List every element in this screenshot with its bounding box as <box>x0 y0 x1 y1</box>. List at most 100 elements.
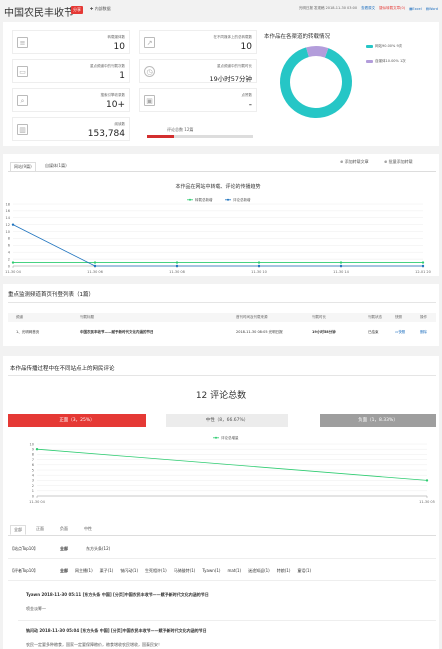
author-filter-item[interactable]: 网主播(1) <box>75 568 93 573</box>
legend-marker <box>215 436 217 439</box>
header-duration: 刊载时长 <box>312 315 326 319</box>
y-tick-label: 8 <box>8 237 10 241</box>
legend-website: 网站90.00% 9次 <box>366 44 402 49</box>
x-tick-label: 11-30 06 <box>87 270 103 274</box>
legend-marker <box>227 198 229 201</box>
thumb-up-icon: ▣ <box>144 95 155 106</box>
data-point <box>257 264 261 268</box>
header-status: 刊载状态 <box>368 315 382 319</box>
share-tag[interactable]: 分享 <box>71 6 83 14</box>
y-tick-label: 2 <box>8 257 10 261</box>
header-action: 操作 <box>420 315 427 319</box>
comments-panel <box>3 356 439 649</box>
header-snapshot: 快照 <box>395 315 402 319</box>
review-progress-track <box>147 135 253 138</box>
header-meta: 光明日报 发现稿 2018-11-30 03:00 查看原文 疑似转载文章(0)… <box>299 6 438 11</box>
y-tick-label: 4 <box>8 251 11 255</box>
donut-slice-1 <box>306 46 329 58</box>
x-tick-label: 11-30 04 <box>5 270 22 274</box>
author-filter-item[interactable]: 钠闪动(1) <box>120 568 139 573</box>
y-tick-label: 3 <box>32 479 34 483</box>
trend-chart: 0 2 4 6 8 10 12 14 16 18 11-30 04 11-30 06 11-30 08 1… <box>5 183 431 274</box>
data-point <box>175 261 179 264</box>
author-filter-item[interactable]: 马骑骏特(1) <box>173 568 196 573</box>
header-channel: 频道 <box>16 315 23 319</box>
data-point <box>11 223 15 226</box>
comment-tab-underline <box>8 535 436 536</box>
export-word-button[interactable]: ▤Word <box>425 6 438 11</box>
row-status: 已结束 <box>368 330 379 334</box>
author-top10-label: 【评者Top10】 <box>10 568 38 573</box>
site-filter-all[interactable]: 全部 <box>60 546 68 551</box>
x-tick-label: 11-30 10 <box>251 270 267 274</box>
author-filter-item[interactable]: Tyawn(1) <box>202 568 221 573</box>
data-point <box>11 261 15 264</box>
delete-link[interactable]: 删除 <box>420 330 427 334</box>
share-icon: ↗ <box>144 37 155 48</box>
negative-filter[interactable]: 负面（1，8.33%） <box>320 414 436 427</box>
channel-donut-title: 本作品在各渠道的转载情况 <box>264 34 331 40</box>
tab-neutral[interactable]: 中性 <box>84 526 92 531</box>
site-top10-label: 【站点Top10】 <box>10 546 38 551</box>
report-forward-link[interactable]: 疑似转载文章(0) <box>379 6 406 10</box>
y-tick-label: 9 <box>32 448 34 452</box>
comment-entry-head: 钠闪动 2018-11-30 05:04 [东方头条 中国] [分页]中国农民丰… <box>26 628 207 633</box>
site-filter-item[interactable]: 东方头条(12) <box>86 546 111 551</box>
add-forward-button[interactable]: ⊕ 添加转载文章 <box>340 159 369 164</box>
image-icon: ▭ <box>395 330 399 334</box>
self-media-swatch <box>366 60 373 63</box>
stat-card-likes: ▣ 点赞数 - <box>139 88 257 112</box>
author-filter-item[interactable]: 迷途知返(1) <box>248 568 270 573</box>
data-point <box>425 479 429 482</box>
y-tick-label: 8 <box>32 453 34 457</box>
x-tick-label: 11-30 14 <box>333 270 350 274</box>
row-time-source: 2018-11-30 08:05 光明日报 <box>236 330 283 334</box>
tab-all[interactable]: 全部 <box>10 525 26 535</box>
data-point <box>257 261 261 264</box>
positive-filter[interactable]: 正面（3，25%） <box>8 414 146 427</box>
row-channel: 1、光明网首页 <box>16 330 40 334</box>
tab-self-media[interactable]: 自媒体(1篇) <box>45 163 67 168</box>
y-tick-label: 0 <box>32 494 34 498</box>
legend-label: 评论总增量 <box>221 435 239 440</box>
y-tick-label: 18 <box>6 202 10 206</box>
header-time-source: 首刊时间及刊载来源 <box>236 315 268 319</box>
neutral-filter[interactable]: 中性（8，66.67%） <box>166 414 288 427</box>
x-tick-label: 11-30 04 <box>29 500 46 504</box>
comment-entry-body: 农民一定要多种粮食，国家一定要保障粮价，粮食增收农民增收，国泰民安！ <box>26 642 162 647</box>
comment-entry-body: 喷金淡筹一 <box>26 606 46 611</box>
export-excel-button[interactable]: ▦Excel <box>409 6 422 11</box>
author-filter-item[interactable]: 童话(1) <box>297 568 312 573</box>
interior-data-link[interactable]: ✚ 内部数据 <box>90 6 111 12</box>
snapshot-link[interactable]: ▭快照 <box>395 330 406 334</box>
stat-card-forward-media: ≡ 转载媒体数 10 <box>12 30 130 54</box>
monitor-divider <box>8 302 436 303</box>
stat-card-search-index: ⌕ 搜索引擎收录数 10+ <box>12 88 130 112</box>
author-filter-all[interactable]: 全部 <box>60 568 68 573</box>
author-filter-item[interactable]: 生死相许(1) <box>145 568 167 573</box>
y-tick-label: 10 <box>6 230 10 234</box>
y-tick-label: 4 <box>32 474 35 478</box>
row-title-link[interactable]: 中国农民丰收节——赋予新时代文化内涵的节日 <box>80 330 154 334</box>
stat-card-key-channel-duration: ◷ 重点频道中的刊载时长 19小时57分钟 <box>139 59 257 83</box>
y-tick-label: 2 <box>32 484 34 488</box>
data-point <box>93 261 97 264</box>
y-tick-label: 6 <box>8 244 10 248</box>
plus-circle-icon: ⊕ <box>340 159 344 164</box>
legend-label: 评论总新增 <box>233 197 251 202</box>
batch-add-button[interactable]: ⊕ 批量添加转载 <box>384 159 413 164</box>
view-original-link[interactable]: 查看原文 <box>361 6 376 10</box>
tab-negative[interactable]: 负面 <box>60 526 68 531</box>
y-tick-label: 10 <box>30 442 34 446</box>
comments-divider <box>8 375 436 376</box>
monitor-table-header <box>8 313 436 322</box>
review-progress-fill <box>147 135 174 138</box>
author-filter-item[interactable]: 栗子(1) <box>99 568 114 573</box>
window-icon: ▭ <box>17 66 28 77</box>
author-filter-item[interactable]: mat(1) <box>227 568 242 573</box>
tab-positive[interactable]: 正面 <box>36 526 44 531</box>
legend-self-media: 自媒体10.00% 1次 <box>366 59 406 64</box>
author-filter-row: 全部 网主播(1) 栗子(1) 钠闪动(1) 生死相许(1) 马骑骏特(1) Tyawn(1… <box>60 568 311 574</box>
author-filter-item[interactable]: 特娘(1) <box>276 568 291 573</box>
series-line <box>36 448 428 481</box>
